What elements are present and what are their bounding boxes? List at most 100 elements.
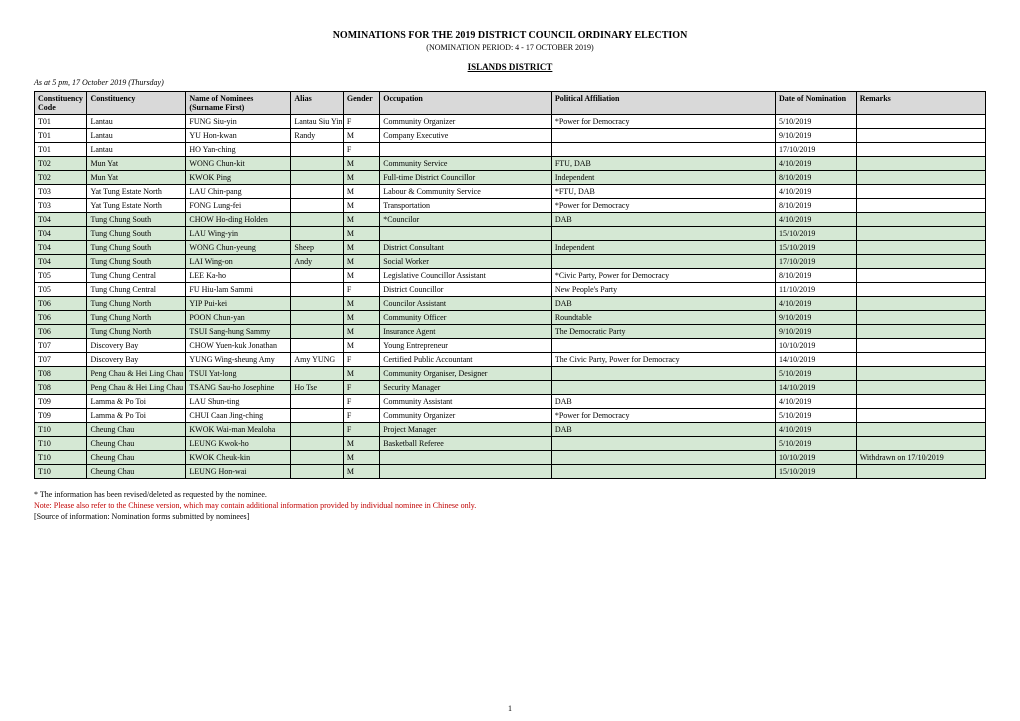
cell-affiliation: FTU, DAB <box>551 157 775 171</box>
cell-remarks <box>856 311 985 325</box>
cell-code: T10 <box>35 423 87 437</box>
cell-affiliation: DAB <box>551 297 775 311</box>
cell-remarks <box>856 171 985 185</box>
cell-const: Discovery Bay <box>87 353 186 367</box>
cell-name: CHOW Ho-ding Holden <box>186 213 291 227</box>
cell-alias: Amy YUNG <box>291 353 343 367</box>
cell-gender: M <box>343 227 379 241</box>
cell-name: LAU Wing-yin <box>186 227 291 241</box>
cell-code: T01 <box>35 143 87 157</box>
cell-affiliation: New People's Party <box>551 283 775 297</box>
cell-remarks <box>856 143 985 157</box>
cell-alias <box>291 227 343 241</box>
cell-alias <box>291 171 343 185</box>
cell-affiliation: DAB <box>551 423 775 437</box>
cell-alias: Randy <box>291 129 343 143</box>
cell-affiliation: *FTU, DAB <box>551 185 775 199</box>
cell-code: T02 <box>35 171 87 185</box>
cell-alias <box>291 325 343 339</box>
cell-name: YIP Pui-kei <box>186 297 291 311</box>
cell-remarks <box>856 185 985 199</box>
cell-gender: M <box>343 437 379 451</box>
doc-subtitle: (NOMINATION PERIOD: 4 - 17 OCTOBER 2019) <box>34 43 986 52</box>
cell-code: T09 <box>35 409 87 423</box>
table-row: T10Cheung ChauLEUNG Hon-waiM15/10/2019 <box>35 465 986 479</box>
cell-affiliation <box>551 143 775 157</box>
cell-date: 9/10/2019 <box>775 311 856 325</box>
cell-remarks <box>856 213 985 227</box>
cell-date: 14/10/2019 <box>775 353 856 367</box>
cell-occupation <box>380 143 552 157</box>
cell-code: T04 <box>35 255 87 269</box>
cell-code: T07 <box>35 353 87 367</box>
cell-remarks <box>856 353 985 367</box>
cell-occupation: Community Assistant <box>380 395 552 409</box>
cell-gender: M <box>343 171 379 185</box>
table-row: T03Yat Tung Estate NorthLAU Chin-pangMLa… <box>35 185 986 199</box>
cell-name: FU Hiu-lam Sammi <box>186 283 291 297</box>
cell-gender: M <box>343 311 379 325</box>
cell-code: T04 <box>35 227 87 241</box>
cell-date: 8/10/2019 <box>775 199 856 213</box>
footnote-source: [Source of information: Nomination forms… <box>34 511 986 522</box>
cell-name: WONG Chun-kit <box>186 157 291 171</box>
cell-remarks <box>856 199 985 213</box>
as-at-timestamp: As at 5 pm, 17 October 2019 (Thursday) <box>34 78 986 87</box>
cell-alias: Lantau Siu Yin <box>291 115 343 129</box>
cell-const: Yat Tung Estate North <box>87 199 186 213</box>
cell-occupation: Community Officer <box>380 311 552 325</box>
cell-date: 9/10/2019 <box>775 325 856 339</box>
cell-occupation: District Councillor <box>380 283 552 297</box>
cell-code: T03 <box>35 199 87 213</box>
cell-remarks <box>856 115 985 129</box>
cell-const: Cheung Chau <box>87 465 186 479</box>
cell-affiliation <box>551 129 775 143</box>
cell-occupation: Security Manager <box>380 381 552 395</box>
cell-remarks: Withdrawn on 17/10/2019 <box>856 451 985 465</box>
cell-code: T03 <box>35 185 87 199</box>
cell-name: YU Hon-kwan <box>186 129 291 143</box>
cell-alias: Ho Tse <box>291 381 343 395</box>
cell-code: T06 <box>35 311 87 325</box>
table-row: T05Tung Chung CentralFU Hiu-lam SammiFDi… <box>35 283 986 297</box>
cell-date: 4/10/2019 <box>775 423 856 437</box>
cell-occupation <box>380 451 552 465</box>
cell-remarks <box>856 255 985 269</box>
cell-name: KWOK Ping <box>186 171 291 185</box>
cell-gender: M <box>343 157 379 171</box>
cell-const: Cheung Chau <box>87 437 186 451</box>
cell-const: Tung Chung Central <box>87 283 186 297</box>
cell-remarks <box>856 325 985 339</box>
cell-name: TSUI Yat-long <box>186 367 291 381</box>
cell-alias <box>291 437 343 451</box>
cell-occupation: Young Entrepreneur <box>380 339 552 353</box>
cell-gender: M <box>343 451 379 465</box>
cell-code: T07 <box>35 339 87 353</box>
cell-date: 17/10/2019 <box>775 255 856 269</box>
cell-affiliation: *Power for Democracy <box>551 115 775 129</box>
cell-occupation: Company Executive <box>380 129 552 143</box>
cell-const: Tung Chung South <box>87 255 186 269</box>
column-header: Political Affiliation <box>551 92 775 115</box>
cell-gender: F <box>343 283 379 297</box>
cell-occupation: *Councilor <box>380 213 552 227</box>
cell-name: FUNG Siu-yin <box>186 115 291 129</box>
footnotes: * The information has been revised/delet… <box>34 489 986 523</box>
cell-alias: Andy <box>291 255 343 269</box>
cell-date: 11/10/2019 <box>775 283 856 297</box>
cell-const: Lantau <box>87 115 186 129</box>
table-row: T08Peng Chau & Hei Ling ChauTSANG Sau-ho… <box>35 381 986 395</box>
cell-const: Peng Chau & Hei Ling Chau <box>87 381 186 395</box>
cell-name: TSANG Sau-ho Josephine <box>186 381 291 395</box>
cell-name: LAU Chin-pang <box>186 185 291 199</box>
table-row: T03Yat Tung Estate NorthFONG Lung-feiMTr… <box>35 199 986 213</box>
cell-occupation <box>380 465 552 479</box>
column-header: Remarks <box>856 92 985 115</box>
column-header: Gender <box>343 92 379 115</box>
cell-name: KWOK Wai-man Mealoha <box>186 423 291 437</box>
table-row: T04Tung Chung SouthLAI Wing-onAndyMSocia… <box>35 255 986 269</box>
table-row: T10Cheung ChauKWOK Wai-man MealohaFProje… <box>35 423 986 437</box>
cell-code: T01 <box>35 115 87 129</box>
cell-affiliation: *Civic Party, Power for Democracy <box>551 269 775 283</box>
cell-date: 5/10/2019 <box>775 409 856 423</box>
